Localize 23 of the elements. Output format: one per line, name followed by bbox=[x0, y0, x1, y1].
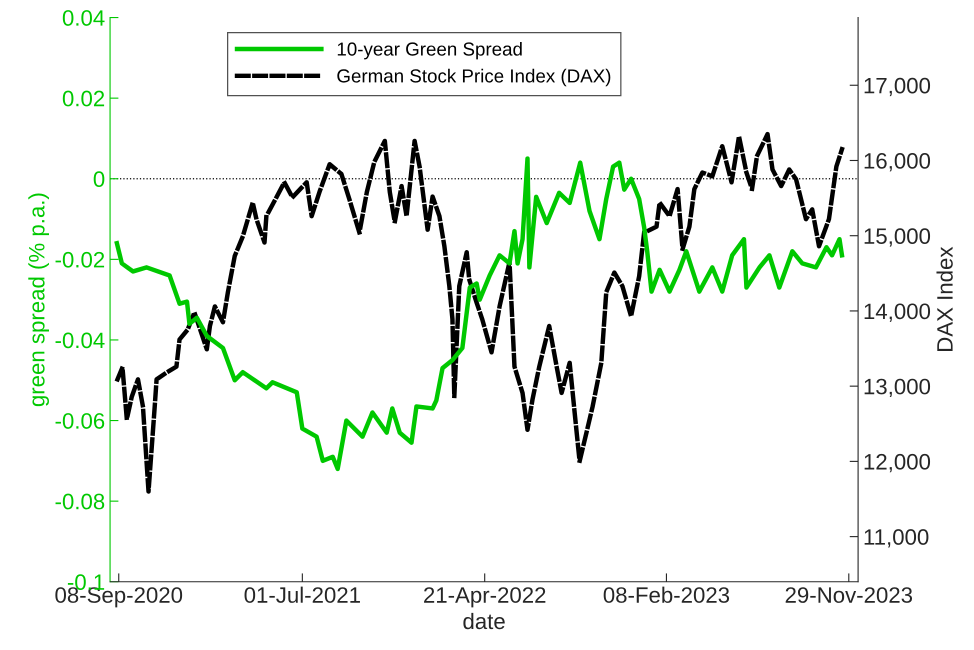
x-tick-label: 21-Apr-2022 bbox=[424, 587, 546, 608]
y-tick-label: -0.06 bbox=[56, 413, 104, 429]
y2-tick-label: 11,000 bbox=[864, 529, 928, 548]
y-tick-label: 0.04 bbox=[62, 10, 105, 26]
y-tick-label: 0 bbox=[94, 171, 104, 188]
y2-tick-label: 12,000 bbox=[864, 454, 930, 472]
y-axis-title: green spread (% p.a.) bbox=[28, 194, 49, 406]
y2-tick-label: 16,000 bbox=[864, 153, 930, 172]
x-tick-label: 29-Nov-2023 bbox=[786, 587, 912, 603]
y-tick-label: -0.04 bbox=[56, 332, 105, 348]
y-tick-label: -0.02 bbox=[56, 252, 104, 268]
legend-label: German Stock Price Index (DAX) bbox=[337, 68, 610, 86]
y-tick-label: -0.08 bbox=[56, 494, 104, 510]
y-tick-label: 0.02 bbox=[62, 90, 104, 106]
x-tick-label: 08-Feb-2023 bbox=[604, 586, 730, 603]
y2-tick-label: 13,000 bbox=[864, 378, 930, 398]
x-axis-title: date bbox=[463, 612, 505, 630]
x-tick-label: 01-Jul-2021 bbox=[244, 586, 360, 603]
y2-tick-label: 15,000 bbox=[864, 228, 930, 247]
legend-label: 10-year Green Spread bbox=[338, 42, 522, 60]
y2-tick-label: 17,000 bbox=[864, 78, 930, 96]
y2-axis-title: DAX Index bbox=[936, 246, 953, 351]
y2-tick-label: 14,000 bbox=[864, 303, 930, 322]
